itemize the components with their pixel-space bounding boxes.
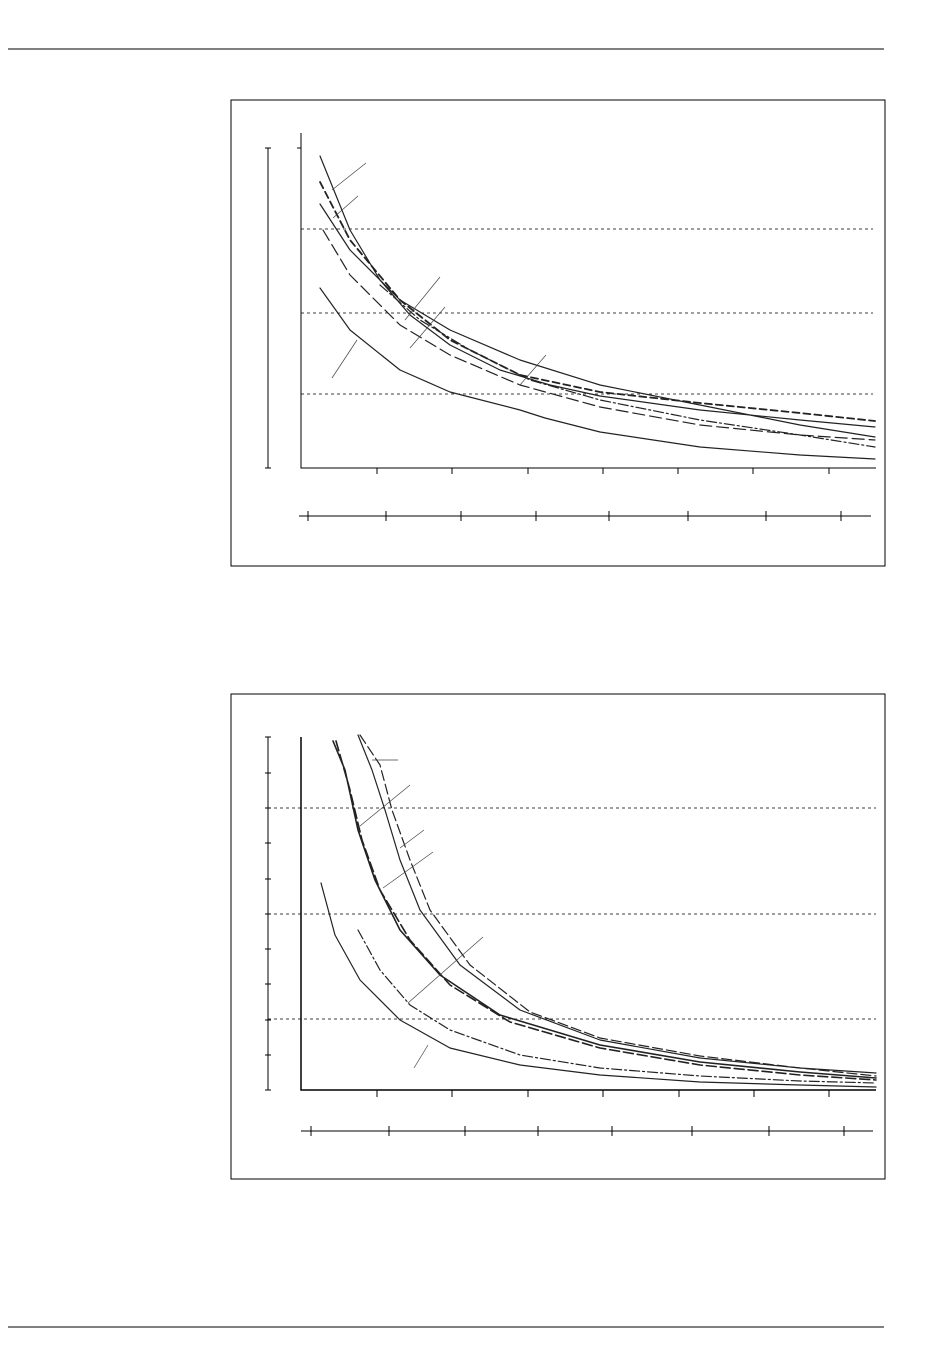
axis-bracket	[265, 736, 271, 1091]
axis-bracket	[265, 147, 271, 469]
curve	[379, 284, 876, 448]
leader-lines	[331, 162, 547, 386]
curve	[359, 734, 877, 1077]
curve	[319, 287, 876, 460]
curve	[319, 203, 876, 438]
curve	[319, 155, 876, 428]
secondary-scale	[301, 1126, 873, 1136]
curve	[322, 229, 876, 441]
curve	[335, 740, 877, 1081]
curve	[357, 929, 877, 1084]
axes	[297, 133, 876, 469]
figure-2	[230, 693, 886, 1180]
secondary-scale	[299, 511, 871, 521]
figure-1	[230, 99, 886, 567]
figure-frame	[230, 693, 886, 1180]
leader-lines	[359, 759, 484, 1069]
curve	[320, 882, 877, 1088]
figure-frame	[230, 99, 886, 567]
x-ticks	[376, 468, 830, 474]
x-ticks	[376, 1090, 830, 1097]
grid-lines	[301, 228, 873, 395]
axes	[300, 737, 876, 1091]
curve	[357, 734, 877, 1074]
grid-lines	[268, 807, 876, 1020]
